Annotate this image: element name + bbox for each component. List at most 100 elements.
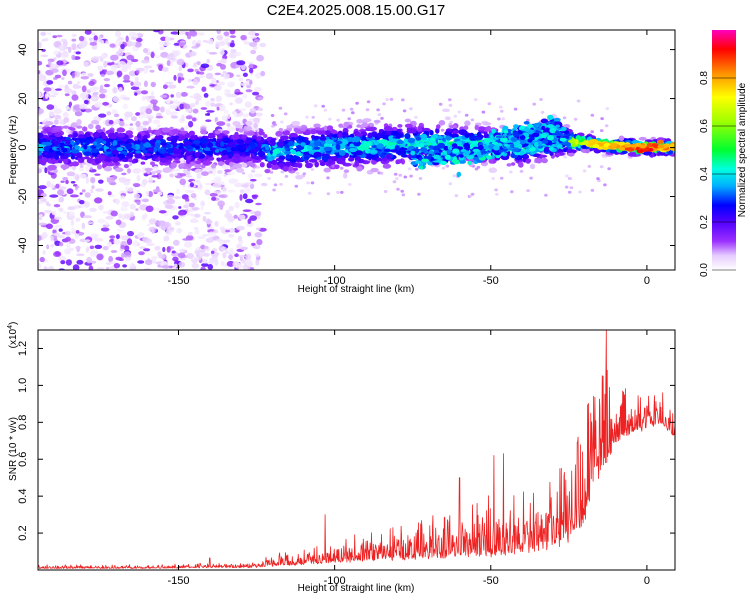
heatmap-cell [94, 173, 101, 176]
heatmap-cell [198, 71, 205, 75]
heatmap-cell [148, 191, 153, 198]
heatmap-cell [361, 123, 369, 128]
heatmap-cell [397, 124, 403, 128]
heatmap-cell [175, 160, 181, 164]
heatmap-cell [106, 111, 112, 116]
heatmap-cell [173, 42, 181, 46]
heatmap-cell [186, 252, 194, 259]
heatmap-cell [76, 125, 83, 129]
heatmap-cell [284, 174, 289, 178]
heatmap-cell [46, 180, 51, 188]
heatmap-cell [70, 155, 75, 160]
heatmap-cell [38, 214, 43, 218]
heatmap-cell [221, 130, 230, 135]
heatmap-cell [272, 188, 276, 192]
heatmap-cells [38, 30, 675, 270]
heatmap-cell [242, 193, 248, 200]
heatmap-cell [177, 252, 186, 259]
heatmap-cell [136, 70, 140, 75]
heatmap-cell [167, 84, 177, 89]
heatmap-cell [43, 128, 49, 132]
heatmap-cell [197, 235, 206, 240]
heatmap-cell [122, 264, 127, 268]
heatmap-cell [220, 261, 225, 267]
heatmap-cell [124, 206, 128, 212]
heatmap-cell [177, 30, 187, 35]
heatmap-cell [523, 121, 530, 125]
heatmap-cell [38, 222, 47, 226]
heatmap-cell [226, 93, 233, 98]
heatmap-cell [177, 72, 184, 78]
heatmap-cell [547, 114, 554, 120]
heatmap-cell [227, 125, 237, 132]
heatmap-cell [191, 39, 197, 47]
heatmap-cell [107, 191, 112, 196]
heatmap-cell [248, 67, 254, 74]
heatmap-cell [272, 149, 281, 154]
heatmap-cell [220, 64, 226, 70]
heatmap-cell [587, 164, 592, 168]
heatmap-cell [121, 252, 125, 259]
heatmap-cell [118, 213, 122, 219]
heatmap-cell [291, 155, 301, 160]
heatmap-cell [188, 30, 197, 36]
heatmap-cell [150, 161, 155, 166]
heatmap-cell [136, 32, 142, 37]
heatmap-cell [574, 139, 579, 145]
heatmap-cell [341, 108, 346, 112]
heatmap-cell [323, 167, 331, 173]
heatmap-cell [235, 124, 243, 129]
heatmap-cell [139, 114, 145, 119]
heatmap-cell [46, 80, 54, 85]
heatmap-cell [64, 248, 72, 255]
heatmap-cell [486, 155, 492, 160]
heatmap-cell [205, 219, 213, 225]
heatmap-cell [319, 161, 326, 166]
heatmap-cell [153, 106, 160, 112]
heatmap-cell [54, 216, 62, 220]
heatmap-cell [50, 244, 55, 248]
heatmap-cell [130, 116, 137, 122]
heatmap-cell [566, 149, 575, 153]
heatmap-cell [108, 255, 113, 263]
heatmap-cell [224, 89, 231, 92]
heatmap-cell [148, 117, 152, 124]
heatmap-cell [300, 142, 306, 147]
heatmap-cell [143, 248, 151, 252]
heatmap-cell [220, 246, 227, 251]
heatmap-cell [222, 239, 231, 243]
heatmap-cell [213, 190, 222, 194]
heatmap-cell [223, 37, 230, 42]
heatmap-cell [188, 130, 195, 136]
heatmap-cell [106, 162, 115, 167]
heatmap-cell [541, 139, 549, 144]
heatmap-cell [92, 141, 98, 146]
heatmap-cell [483, 131, 488, 136]
heatmap-cell [562, 116, 567, 120]
heatmap-cell [147, 147, 154, 153]
heatmap-cell [203, 161, 213, 165]
heatmap-cell [114, 30, 122, 38]
heatmap-cell [97, 164, 102, 170]
heatmap-cell [178, 261, 185, 268]
heatmap-cell [494, 188, 498, 192]
heatmap-cell [249, 141, 254, 147]
heatmap-cell [71, 72, 76, 79]
heatmap-cell [54, 119, 59, 125]
heatmap-cell [252, 46, 258, 50]
heatmap-cell [58, 84, 65, 90]
heatmap-cell [185, 213, 192, 216]
heatmap-cell [253, 117, 260, 123]
heatmap-cell [195, 94, 202, 102]
heatmap-cell [38, 235, 42, 242]
heatmap-cell [162, 84, 168, 89]
heatmap-cell [347, 117, 352, 121]
heatmap-cell [169, 111, 178, 115]
heatmap-cell [242, 113, 249, 118]
heatmap-cell [200, 129, 207, 135]
heatmap-cell [110, 210, 118, 217]
heatmap-cell [223, 109, 229, 114]
heatmap-cell [60, 155, 69, 160]
heatmap-cell [261, 155, 267, 160]
heatmap-cell [256, 239, 263, 246]
